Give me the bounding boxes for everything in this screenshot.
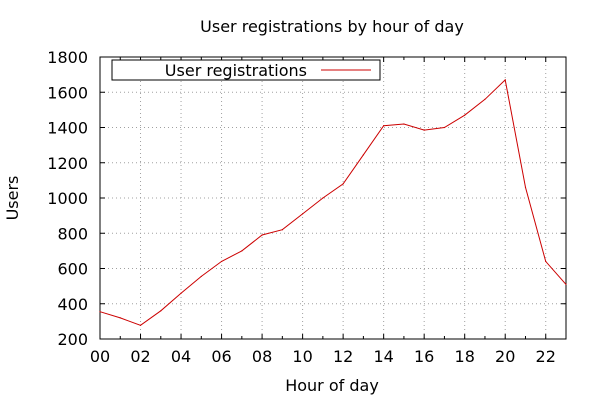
data-point [180,292,182,294]
legend-box [111,59,381,81]
x-tick-labels: 00 02 04 06 08 10 12 14 16 18 20 22 [90,347,556,366]
data-point [302,213,304,215]
data-point [220,260,223,263]
x-tick-label: 10 [292,347,312,366]
data-point [160,310,162,312]
data-point [484,98,486,100]
x-tick-label: 08 [252,347,272,366]
y-tick-label: 200 [57,330,88,349]
data-point [443,126,446,129]
y-axis-label: Users [3,176,22,221]
grid-lines [100,57,566,339]
chart-title: User registrations by hour of day [200,17,464,36]
data-point [545,260,547,263]
data-point [403,123,405,125]
y-tick-label: 800 [57,224,88,243]
data-point [241,250,243,252]
data-point [119,317,121,319]
y-tick-label: 1400 [47,119,88,138]
data-point [322,197,324,199]
y-tick-label: 1200 [47,154,88,173]
x-tick-label: 04 [171,347,191,366]
y-tick-label: 600 [57,260,88,279]
x-tick-label: 18 [455,347,475,366]
y-tick-label: 1000 [47,189,88,208]
y-tick-label: 400 [57,295,88,314]
x-tick-label: 06 [211,347,231,366]
x-tick-label: 12 [333,347,353,366]
data-point [524,186,527,189]
legend-label: User registrations [165,61,307,80]
data-point [362,154,364,156]
data-point [281,229,283,231]
x-tick-label: 00 [90,347,110,366]
x-tick-label: 02 [130,347,150,366]
x-tick-label: 14 [373,347,393,366]
data-point [139,324,142,326]
x-tick-label: 22 [536,347,556,366]
data-point [342,183,344,185]
x-tick-label: 20 [495,347,515,366]
data-point [200,275,202,278]
data-point [423,129,425,131]
data-point [565,283,567,285]
y-tick-label: 1600 [47,83,88,102]
chart-legend: User registrations [111,59,381,81]
y-tick-label: 1800 [47,48,88,67]
x-axis-label: Hour of day [285,376,379,395]
data-point [504,79,506,81]
data-point [261,234,263,236]
series-line-user-registrations [99,78,567,326]
data-series [99,78,567,326]
x-tick-label: 16 [414,347,434,366]
data-point [99,311,101,313]
y-tick-labels: 200 400 600 800 1000 1200 1400 1600 1800 [47,48,88,349]
data-point [464,114,466,116]
data-point [383,125,385,127]
